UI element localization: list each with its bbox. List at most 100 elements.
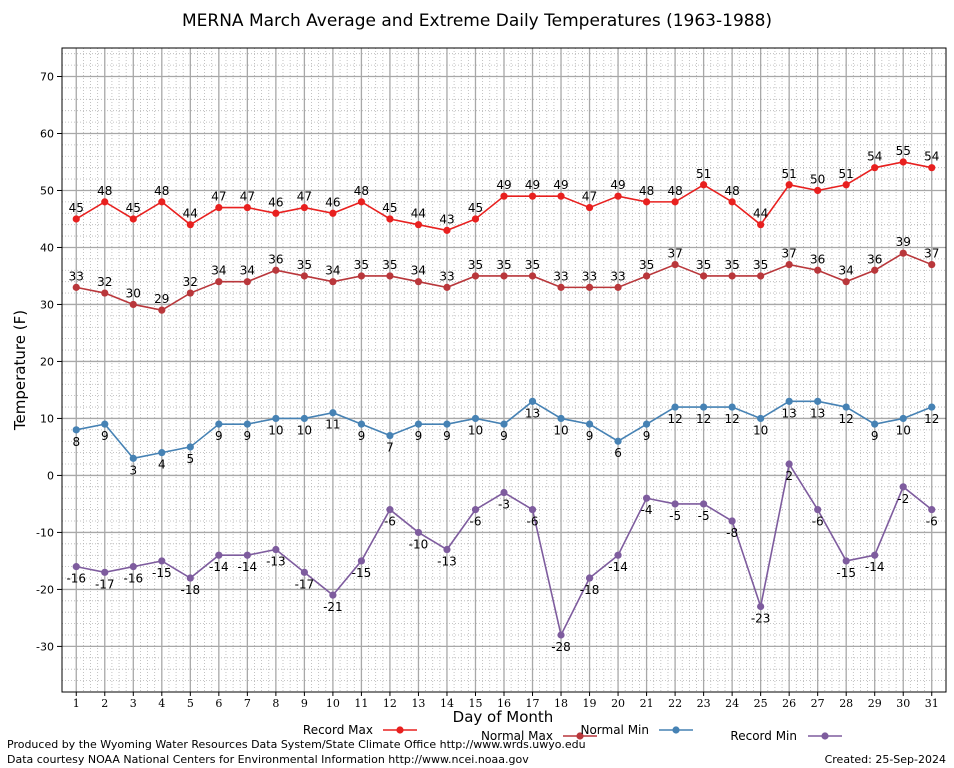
x-tick-label: 24 [725, 697, 739, 710]
data-point [728, 272, 736, 280]
footer-created: Created: 25-Sep-2024 [824, 753, 946, 766]
data-label: 49 [610, 178, 625, 192]
data-point [300, 272, 308, 280]
data-label: -14 [209, 560, 229, 574]
data-label: 35 [696, 258, 711, 272]
data-point [101, 568, 109, 576]
data-point [614, 283, 622, 291]
data-point [215, 551, 223, 559]
data-label: 50 [810, 172, 825, 186]
data-label: 44 [411, 207, 426, 221]
data-label: 35 [354, 258, 369, 272]
data-label: 9 [500, 429, 508, 443]
data-point [671, 403, 679, 411]
data-label: 37 [924, 247, 939, 261]
data-point [585, 283, 594, 291]
legend-item-normal-max: Normal Max [481, 729, 597, 743]
data-label: 35 [382, 258, 397, 272]
data-label: 35 [525, 258, 540, 272]
data-label: 12 [696, 412, 711, 426]
data-label: 33 [439, 269, 454, 283]
data-point [329, 591, 337, 599]
data-point [585, 574, 594, 582]
data-label: 4 [158, 458, 166, 472]
data-point [471, 414, 480, 423]
data-point [471, 215, 480, 223]
x-tick-label: 7 [244, 697, 251, 710]
data-point [414, 420, 423, 428]
data-label: -14 [865, 560, 885, 574]
data-label: 32 [97, 275, 112, 289]
data-point [329, 409, 337, 417]
data-label: -6 [527, 515, 539, 529]
data-point [671, 260, 679, 269]
data-label: 45 [468, 201, 483, 215]
data-label: -23 [751, 612, 771, 626]
data-point [329, 209, 337, 217]
data-label: 34 [411, 264, 426, 278]
data-label: 48 [667, 184, 682, 198]
data-point [357, 272, 366, 280]
legend-item-record-min: Record Min [730, 729, 842, 743]
legend-swatch-marker [821, 732, 829, 740]
data-point [129, 300, 137, 309]
data-label: 51 [839, 167, 854, 181]
data-point [842, 278, 850, 286]
data-point [215, 278, 223, 286]
x-tick-label: 14 [440, 697, 454, 710]
x-tick-label: 16 [497, 697, 511, 710]
data-label: 54 [924, 150, 939, 164]
data-label: -6 [926, 515, 938, 529]
y-tick-label: 70 [40, 70, 54, 83]
data-label: 46 [268, 195, 283, 209]
data-point [443, 420, 451, 428]
x-tick-label: 4 [158, 697, 165, 710]
data-point [443, 226, 451, 234]
data-label: -16 [66, 572, 86, 586]
data-label: 48 [354, 184, 369, 198]
data-point [329, 278, 337, 286]
data-label: 9 [415, 429, 423, 443]
data-point [871, 420, 879, 428]
data-label: 45 [69, 201, 84, 215]
data-point [814, 397, 822, 405]
data-label: 10 [268, 423, 283, 437]
grid [62, 48, 946, 693]
data-point [557, 192, 565, 200]
data-point [101, 420, 109, 428]
y-tick-label: 10 [40, 412, 54, 425]
data-label: 33 [582, 269, 597, 283]
data-label: 30 [126, 286, 141, 300]
data-label: 48 [154, 184, 169, 198]
data-label: 48 [97, 184, 112, 198]
data-label: -16 [123, 572, 143, 586]
data-point [72, 283, 80, 291]
data-label: 12 [839, 412, 854, 426]
data-point [101, 198, 109, 206]
data-label: -14 [238, 560, 258, 574]
x-tick-label: 15 [468, 697, 482, 710]
data-point [557, 414, 565, 423]
data-point [528, 397, 537, 405]
x-tick-label: 23 [697, 697, 711, 710]
data-label: -2 [897, 492, 909, 506]
data-point [186, 443, 194, 451]
data-point [585, 420, 594, 428]
data-label: -14 [608, 560, 628, 574]
data-label: 13 [525, 406, 540, 420]
x-tick-label: 11 [354, 697, 368, 710]
x-tick-label: 8 [272, 697, 279, 710]
legend-label: Normal Max [481, 729, 553, 743]
data-point [700, 181, 708, 189]
data-point [272, 209, 280, 217]
x-tick-label: 1 [73, 697, 80, 710]
data-label: -15 [836, 566, 856, 580]
data-label: 37 [667, 247, 682, 261]
data-point [814, 186, 822, 195]
data-point [357, 557, 366, 565]
data-label: 39 [896, 235, 911, 249]
data-point [757, 414, 765, 423]
chart-title: MERNA March Average and Extreme Daily Te… [182, 11, 772, 31]
data-point [272, 414, 280, 423]
x-tick-label: 28 [839, 697, 853, 710]
